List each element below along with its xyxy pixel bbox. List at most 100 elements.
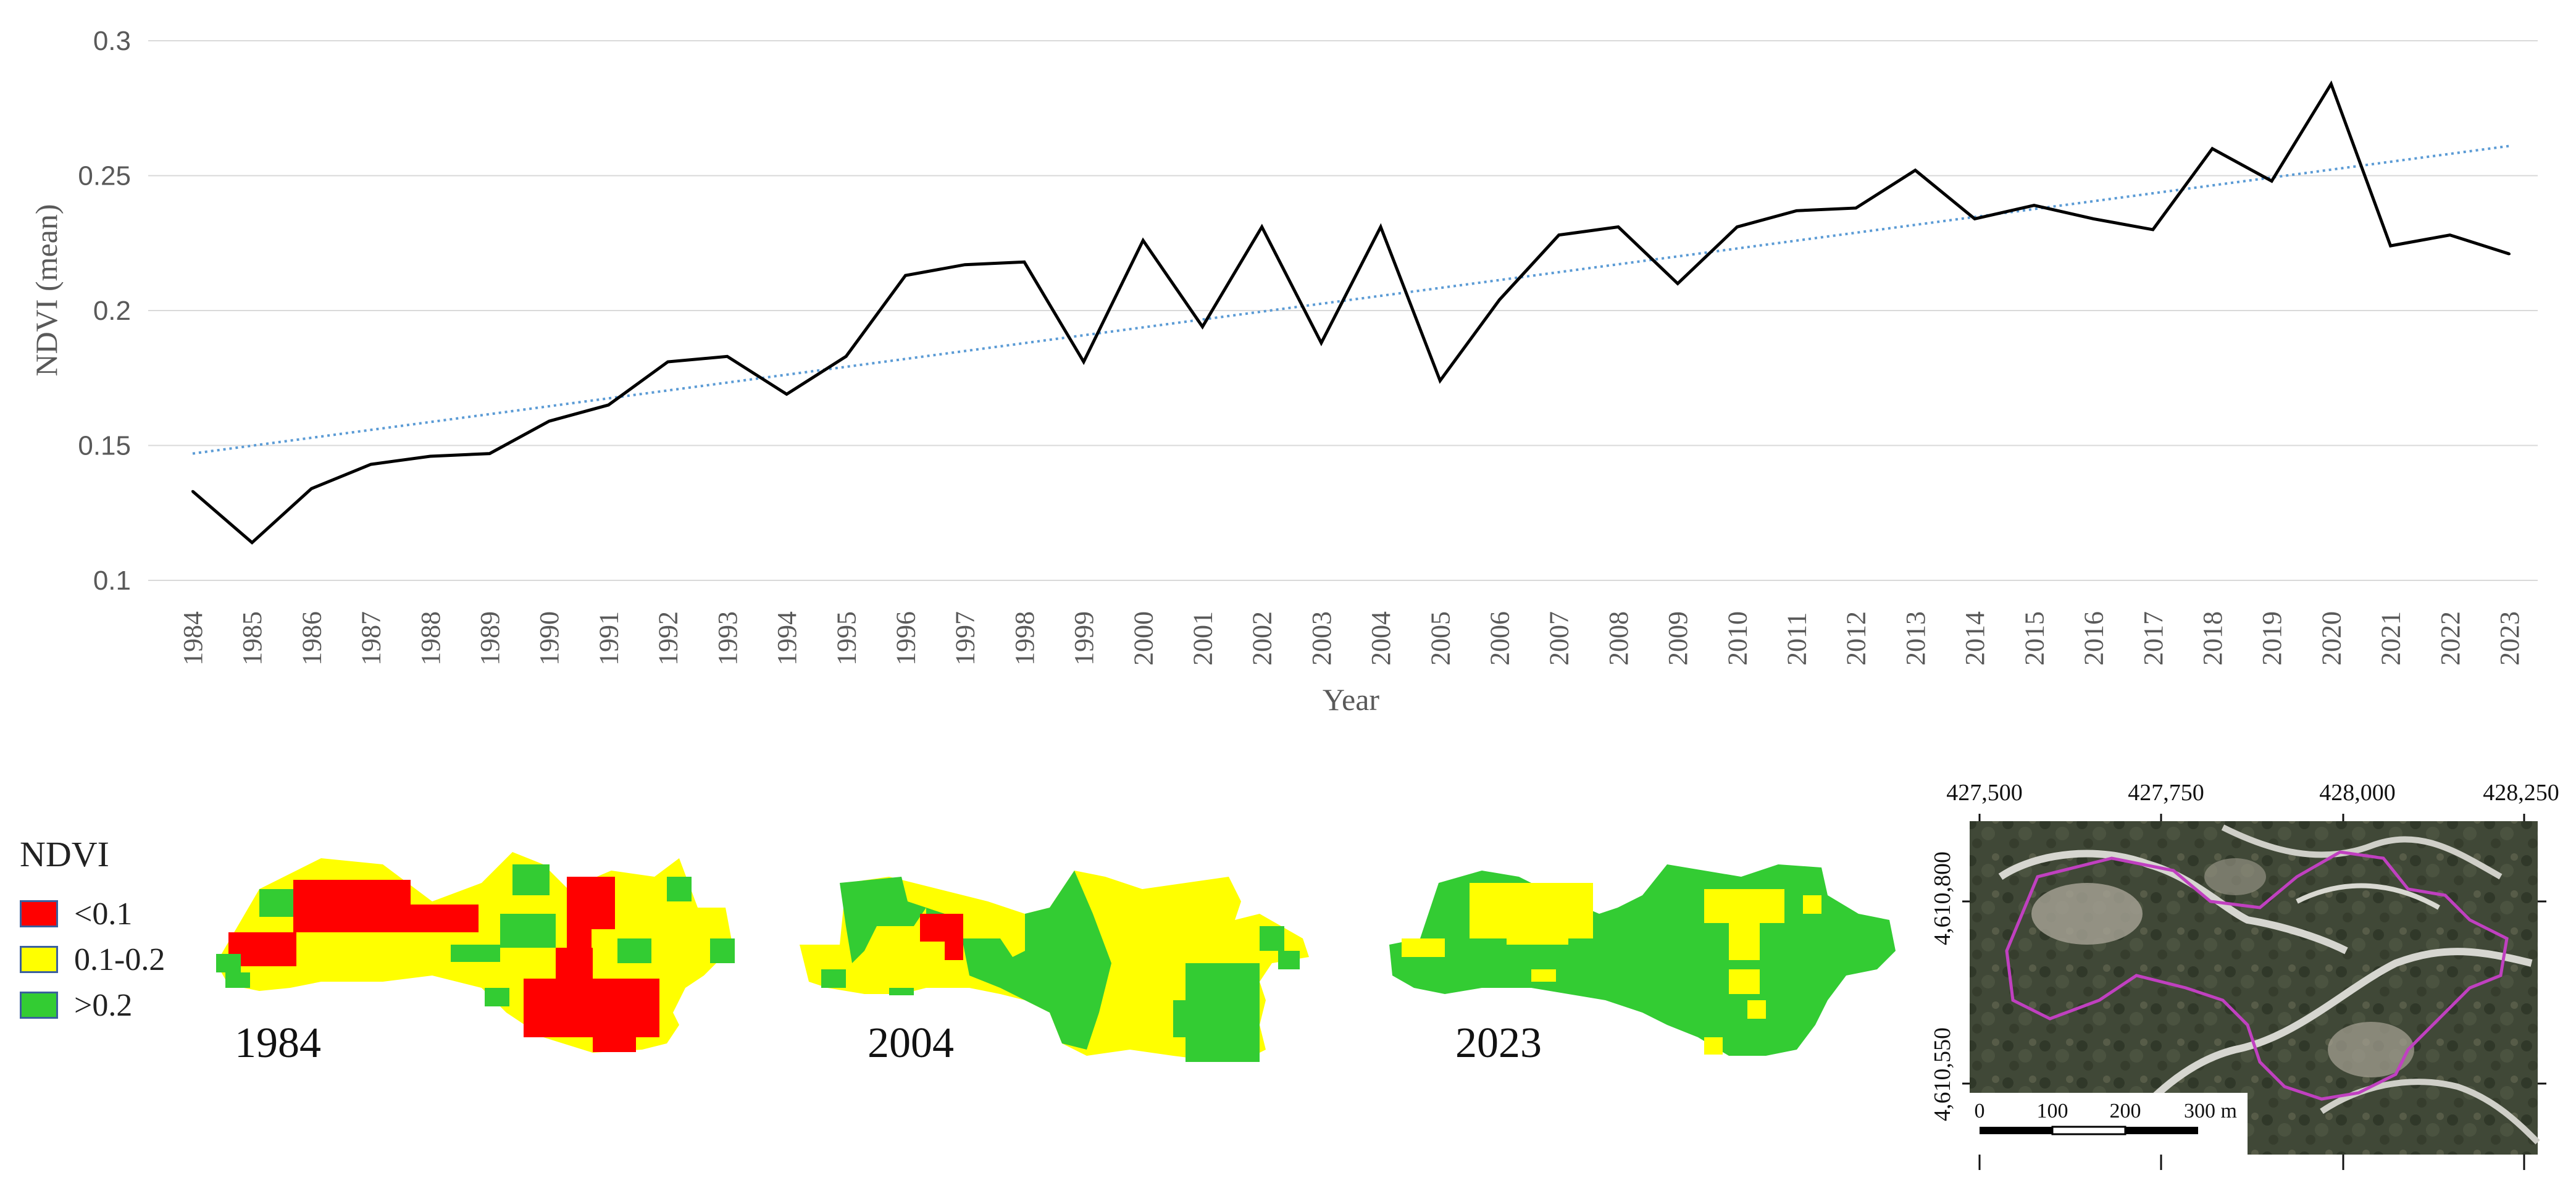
x-tick-label: 1993 <box>713 611 743 666</box>
data-point <box>310 487 313 490</box>
data-point <box>1973 217 1976 220</box>
data-point <box>963 263 966 266</box>
data-point <box>1201 325 1204 328</box>
gridlines <box>148 40 2538 581</box>
data-point <box>1498 298 1501 301</box>
x-tick-label: 2018 <box>2198 611 2228 666</box>
y-tick-label: 0.1 <box>93 566 131 596</box>
x-tick-label: 2004 <box>1366 611 1396 666</box>
data-point <box>845 355 848 358</box>
x-tick-label: 2007 <box>1544 611 1574 666</box>
x-tick-label: 1991 <box>593 611 624 666</box>
x-tick-label: 1996 <box>890 611 921 666</box>
scale-label: 200 <box>2110 1100 2141 1122</box>
legend-item-low: <0.1 <box>20 891 165 937</box>
data-point <box>1795 209 1798 212</box>
legend-item-high: >0.2 <box>20 982 165 1028</box>
legend-swatch-green <box>20 992 58 1019</box>
x-coord-label: 427,750 <box>2128 780 2204 806</box>
x-tick-label: 1998 <box>1010 611 1040 666</box>
x-tick-label: 2013 <box>1901 611 1931 666</box>
x-tick-label: 1997 <box>950 611 981 666</box>
data-point <box>2151 228 2154 231</box>
data-point <box>429 454 432 458</box>
x-tick-label: 2005 <box>1425 611 1455 666</box>
data-point <box>1082 361 1085 364</box>
data-point <box>191 490 194 493</box>
data-point <box>607 403 610 406</box>
data-point <box>2092 217 2095 220</box>
data-point <box>1022 261 1026 264</box>
x-tick-label: 2003 <box>1307 611 1337 666</box>
x-tick-label: 1988 <box>416 611 446 666</box>
x-tick-label: 1984 <box>178 611 208 666</box>
x-coord-label: 427,500 <box>1946 780 2023 806</box>
data-point <box>1142 239 1145 242</box>
x-tick-label: 2023 <box>2494 611 2525 666</box>
data-point <box>488 452 491 455</box>
ndvi-legend: NDVI <0.1 0.1-0.2 >0.2 <box>20 834 165 1028</box>
scale-label: 300 m <box>2184 1100 2237 1122</box>
data-point <box>2033 204 2036 207</box>
map-year-2023: 2023 <box>1455 1019 1542 1067</box>
map-year-2004: 2004 <box>868 1019 954 1067</box>
x-tick-label: 2002 <box>1247 611 1278 666</box>
y-tick-label: 0.2 <box>93 296 131 326</box>
x-tick-label: 2017 <box>2138 611 2168 666</box>
legend-swatch-red <box>20 900 58 927</box>
scale-bar: 0 100 200 300 m <box>1975 1100 2237 1135</box>
x-tick-label: 1985 <box>237 611 267 666</box>
legend-item-mid: 0.1-0.2 <box>20 937 165 982</box>
x-tick-label: 1990 <box>534 611 564 666</box>
data-point <box>1913 169 1917 172</box>
data-point <box>251 541 254 544</box>
y-tick-label: 0.25 <box>78 161 131 191</box>
data-point <box>1439 379 1442 382</box>
x-tick-label: 1986 <box>296 611 327 666</box>
data-point <box>1676 282 1679 285</box>
x-tick-label: 2016 <box>2079 611 2109 666</box>
y-tick-label: 0.15 <box>78 431 131 461</box>
x-tick-label: 2000 <box>1128 611 1158 666</box>
legend-swatch-yellow <box>20 946 58 973</box>
x-tick-label: 2012 <box>1841 611 1871 666</box>
trend-line <box>192 144 2510 455</box>
ndvi-series-line <box>191 80 2510 545</box>
x-tick-label: 1994 <box>772 611 802 666</box>
data-point <box>1736 225 1739 228</box>
x-coord-label: 428,250 <box>2483 780 2559 806</box>
y-axis-title: NDVI (mean) <box>29 204 64 376</box>
ndvi-map-1984 <box>216 852 735 1053</box>
data-point <box>2270 180 2273 183</box>
data-point <box>1260 225 1263 228</box>
ndvi-line-chart: 0.10.150.20.250.3 1984 1985 1986 1987 1988 19… <box>29 26 2538 717</box>
x-tick-label: 2021 <box>2376 611 2406 666</box>
ndvi-map-2023 <box>1389 864 1896 1056</box>
x-tick-label: 2022 <box>2435 611 2465 666</box>
x-tick-label: 1989 <box>475 611 505 666</box>
data-point <box>2389 244 2392 248</box>
aerial-coordinates: 427,500 427,750 428,000 428,250 4,610,80… <box>1930 780 2559 1170</box>
x-tick-label: 2020 <box>2316 611 2346 666</box>
x-axis-title: Year <box>1323 682 1379 717</box>
x-tick-label: 2001 <box>1187 611 1218 666</box>
scale-label: 100 <box>2037 1100 2068 1122</box>
legend-title: NDVI <box>20 834 109 874</box>
x-tick-label: 2006 <box>1485 611 1515 666</box>
y-coord-label: 4,610,800 <box>1930 851 1955 945</box>
aerial-photo-map <box>1920 821 2540 1161</box>
data-point <box>1854 206 1857 209</box>
legend-label: 0.1-0.2 <box>74 942 165 977</box>
x-tick-label: 1992 <box>653 611 684 666</box>
legend-label: >0.2 <box>74 987 133 1023</box>
x-tick-labels: 1984 1985 1986 1987 1988 1989 1990 1991 1992 1993… <box>178 611 2525 666</box>
x-tick-label: 2014 <box>1960 611 1990 666</box>
data-point <box>2508 253 2511 256</box>
map-year-1984: 1984 <box>235 1019 321 1067</box>
data-point <box>666 361 669 364</box>
data-point <box>1379 225 1382 228</box>
data-point <box>785 393 788 396</box>
x-tick-label: 2015 <box>2019 611 2049 666</box>
y-coord-label: 4,610,550 <box>1930 1027 1955 1121</box>
